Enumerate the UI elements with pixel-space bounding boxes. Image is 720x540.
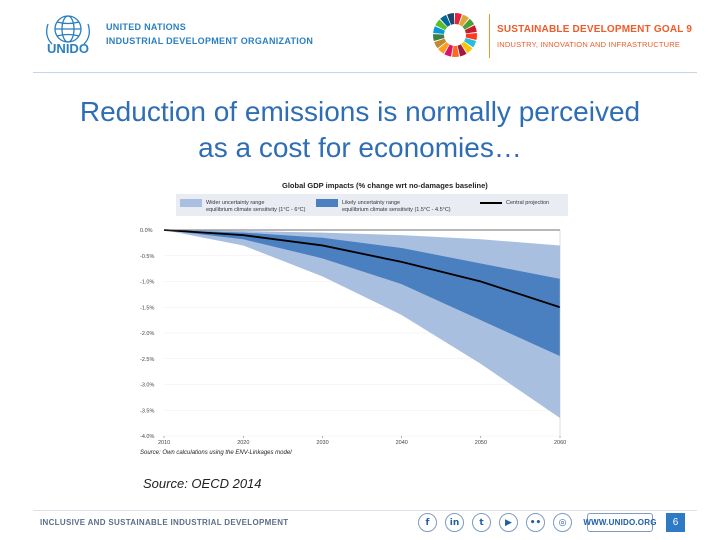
legend-swatch	[180, 199, 202, 207]
gdp-impact-chart: Global GDP impacts (% change wrt no-dama…	[138, 178, 572, 460]
sdg-wheel-segment	[452, 35, 460, 58]
legend-label: Likely uncertainty range	[342, 200, 400, 206]
sdg-title: SUSTAINABLE DEVELOPMENT GOAL 9	[497, 24, 692, 35]
organization-name-line2: INDUSTRIAL DEVELOPMENT ORGANIZATION	[106, 36, 314, 46]
x-tick-label: 2050	[475, 440, 487, 446]
x-tick-label: 2040	[396, 440, 408, 446]
legend-swatch	[316, 199, 338, 207]
youtube-icon[interactable]: ▶	[499, 513, 518, 532]
y-tick-label: -4.0%	[140, 434, 154, 440]
social-links: f in t ▶ •• ◎	[418, 513, 572, 532]
central-projection-line	[163, 229, 561, 309]
sdg-subtitle: INDUSTRY, INNOVATION AND INFRASTRUCTURE	[497, 40, 681, 49]
y-tick-label: -2.0%	[140, 331, 154, 337]
source-citation: Source: OECD 2014	[143, 476, 262, 491]
unido-logo: UNIDO	[46, 15, 90, 56]
y-tick-label: -3.0%	[140, 383, 154, 389]
y-tick-label: -0.5%	[140, 254, 154, 260]
legend-label: Wider uncertainty range	[206, 200, 264, 206]
footer-tagline: INCLUSIVE AND SUSTAINABLE INDUSTRIAL DEV…	[40, 518, 289, 527]
likely-uncertainty-band	[164, 230, 560, 357]
x-tick-label: 2060	[554, 440, 566, 446]
y-tick-label: -2.5%	[140, 357, 154, 363]
legend-label-sub: equilibrium climate sensitivity (1.5°C -…	[342, 207, 451, 213]
y-tick-label: -1.0%	[140, 280, 154, 286]
y-tick-label: -3.5%	[140, 408, 154, 414]
sdg-title-text: SUSTAINABLE DEVELOPMENT	[497, 24, 651, 35]
twitter-icon[interactable]: t	[472, 513, 491, 532]
chart-source-note: Source: Own calculations using the ENV-L…	[140, 450, 292, 456]
organization-name-line1: UNITED NATIONS	[106, 22, 187, 32]
facebook-icon[interactable]: f	[418, 513, 437, 532]
chart-svg: Global GDP impacts (% change wrt no-dama…	[140, 181, 568, 456]
x-tick-label: 2020	[237, 440, 249, 446]
footer-divider	[33, 510, 697, 511]
slide-title-line2: as a cost for economies…	[198, 132, 522, 163]
chart-title: Global GDP impacts (% change wrt no-dama…	[282, 181, 488, 190]
slide-title: Reduction of emissions is normally perce…	[40, 94, 680, 166]
page-number: 6	[666, 513, 685, 532]
website-link[interactable]: WWW.UNIDO.ORG	[583, 513, 656, 532]
y-tick-label: -1.5%	[140, 305, 154, 311]
header-divider	[33, 72, 697, 73]
sdg-divider	[489, 14, 490, 58]
organization-name: UNITED NATIONS INDUSTRIAL DEVELOPMENT OR…	[106, 20, 313, 48]
legend-background	[176, 194, 568, 216]
y-tick-label: 0.0%	[140, 228, 153, 234]
slide-title-line1: Reduction of emissions is normally perce…	[79, 96, 641, 127]
legend-label-sub: equilibrium climate sensitivity (1°C - 6…	[206, 207, 306, 213]
sdg-wheel-icon	[433, 13, 477, 58]
x-tick-label: 2030	[316, 440, 328, 446]
flickr-icon[interactable]: ••	[526, 513, 545, 532]
unido-logo-text: UNIDO	[47, 41, 89, 56]
linkedin-icon[interactable]: in	[445, 513, 464, 532]
sdg-goal: GOAL 9	[653, 24, 693, 35]
legend-label: Central projection	[506, 200, 549, 206]
instagram-icon[interactable]: ◎	[553, 513, 572, 532]
x-tick-label: 2010	[158, 440, 170, 446]
